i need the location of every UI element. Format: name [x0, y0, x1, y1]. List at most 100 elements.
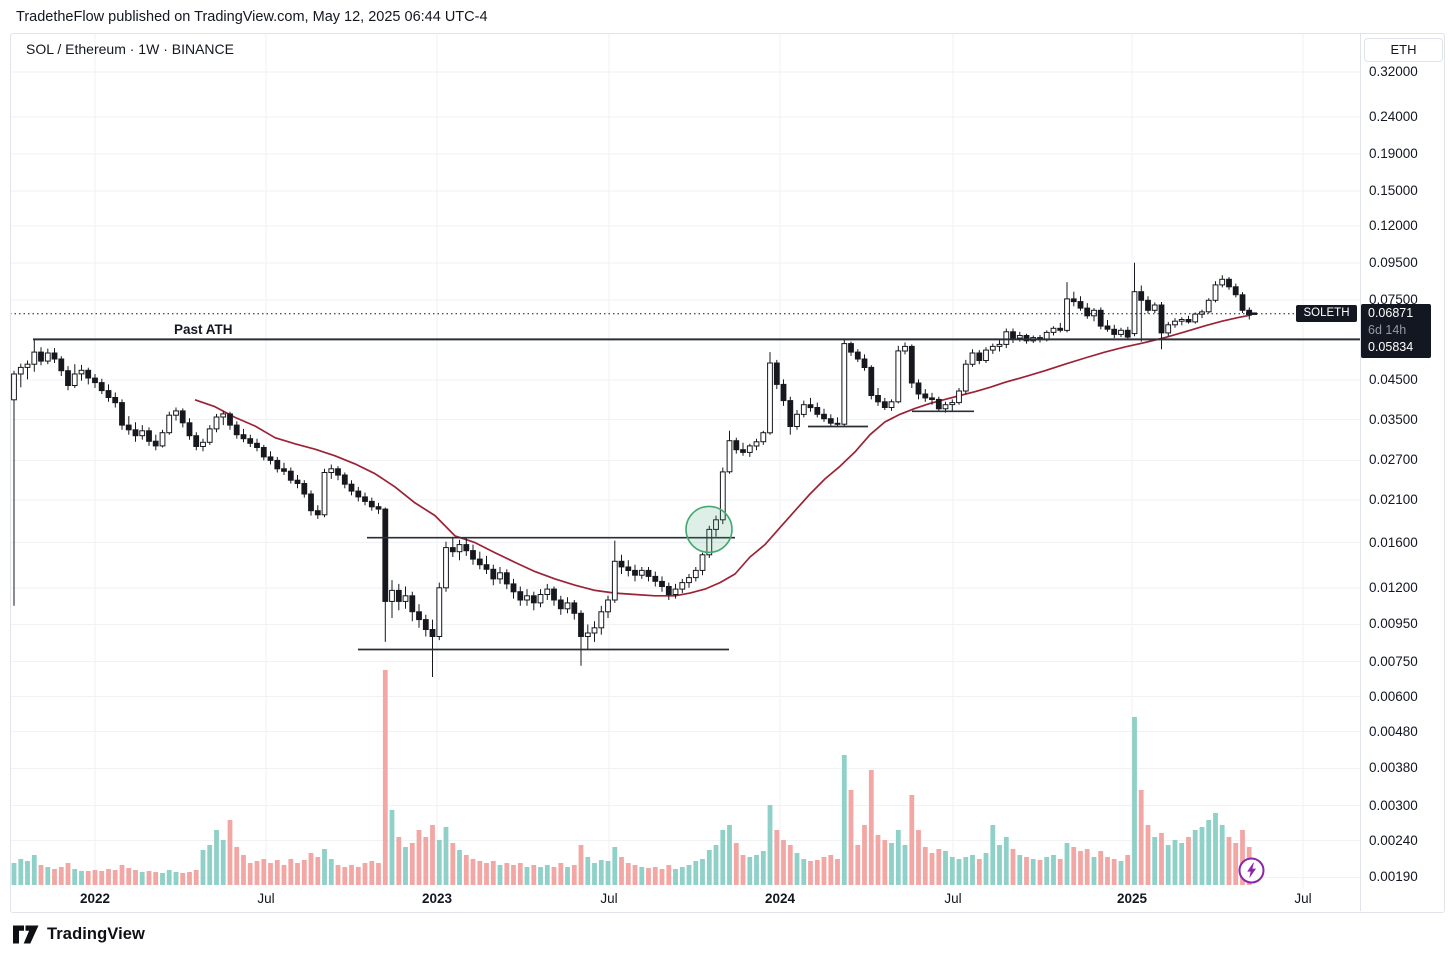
volume-bar	[727, 825, 732, 885]
candle-up	[611, 560, 618, 601]
candle-down	[92, 377, 98, 384]
volume-bar	[585, 857, 591, 885]
volume-bar	[85, 871, 91, 885]
candle-up	[726, 440, 733, 473]
candle-down	[470, 550, 476, 560]
volume-bar	[956, 859, 962, 885]
candle-up	[989, 345, 996, 351]
volume-bar	[1152, 837, 1158, 885]
volume-bar	[1226, 837, 1232, 885]
lightning-icon[interactable]	[1238, 857, 1265, 884]
candle-up	[1172, 320, 1178, 326]
volume-bar	[1192, 830, 1198, 885]
time-axis-label: 2023	[421, 891, 453, 906]
candle-down	[1084, 307, 1091, 317]
candle-up	[44, 352, 51, 362]
volume-bar	[45, 867, 51, 885]
time-axis-label: Jul	[944, 891, 962, 906]
volume-bar	[538, 867, 543, 885]
candle-down	[281, 468, 287, 472]
volume-bar	[558, 863, 564, 885]
candle-down	[780, 383, 787, 402]
candle-up	[564, 602, 571, 610]
volume-bar	[720, 830, 726, 885]
price-axis-badge-stack: 0.06871 6d 14h 0.05834	[1361, 304, 1431, 358]
price-axis-label: 0.00300	[1369, 797, 1418, 813]
candle-up	[206, 428, 213, 443]
volume-bar	[1206, 820, 1212, 885]
volume-bar	[1118, 861, 1124, 885]
time-axis-label: Jul	[257, 891, 275, 906]
candle-down	[503, 572, 510, 585]
candle-down	[922, 393, 929, 399]
candle-up	[524, 595, 530, 601]
candle-up	[31, 351, 38, 365]
volume-bar	[470, 859, 476, 885]
candle-down	[1138, 291, 1145, 301]
volume-bar	[693, 861, 699, 885]
candle-down	[483, 564, 490, 570]
volume-bar	[889, 843, 894, 885]
currency-unit-button[interactable]: ETH	[1364, 38, 1443, 62]
candle-down	[58, 358, 65, 372]
candle-down	[1023, 335, 1030, 342]
candle-up	[1050, 327, 1057, 333]
candle-down	[1111, 328, 1118, 335]
volume-bar	[571, 865, 577, 885]
candle-up	[443, 547, 449, 589]
volume-bar	[747, 857, 753, 885]
volume-bar	[220, 840, 226, 885]
volume-bar	[1219, 825, 1225, 885]
brand-text: TradingView	[47, 925, 145, 943]
volume-bar	[214, 830, 219, 885]
candle-down	[314, 510, 321, 516]
time-axis[interactable]: 2022 Jul 2023 Jul 2024 Jul 2025 Jul	[10, 888, 1360, 912]
symbol-title: SOL / Ethereum · 1W · BINANCE	[26, 41, 234, 57]
volume-bar	[963, 857, 969, 885]
candle-down	[787, 400, 794, 428]
ath-level-price-badge: 0.05834	[1368, 340, 1414, 354]
candle-down	[409, 595, 416, 613]
volume-bar	[787, 845, 793, 885]
volume-bar	[544, 865, 550, 885]
candle-down	[98, 382, 105, 392]
volume-bar	[234, 847, 240, 885]
candle-down	[1239, 294, 1246, 311]
volume-bar	[632, 865, 638, 885]
volume-bar	[268, 863, 273, 885]
volume-bar	[119, 865, 125, 885]
candle-down	[152, 440, 159, 447]
volume-bar	[241, 855, 246, 885]
candle-up	[746, 445, 753, 453]
volume-bar	[652, 867, 658, 885]
candle-down	[652, 575, 659, 582]
candle-down	[625, 566, 632, 571]
candle-up	[24, 363, 31, 368]
volume-bar	[139, 872, 145, 885]
price-axis-label: 0.00190	[1369, 869, 1418, 885]
volume-bar	[274, 860, 280, 885]
candle-down	[1057, 327, 1064, 331]
candle-up	[166, 414, 173, 434]
price-axis[interactable]: 0.32000 0.24000 0.19000 0.15000 0.12000 0.095…	[1361, 33, 1455, 888]
volume-bar	[909, 795, 915, 885]
breakout-circle-annotation[interactable]	[685, 505, 733, 554]
price-axis-label: 0.07500	[1369, 291, 1418, 307]
candle-down	[881, 401, 888, 408]
candle-down	[395, 589, 402, 602]
candle-down	[125, 424, 132, 431]
volume-bar	[457, 850, 462, 885]
candle-down	[260, 447, 267, 458]
price-axis-label: 0.03500	[1369, 411, 1418, 427]
candle-up	[159, 432, 166, 447]
volume-bar	[1213, 813, 1218, 885]
candle-down	[51, 352, 58, 360]
volume-bar	[1010, 849, 1016, 885]
volume-bar	[902, 845, 908, 885]
volume-bar	[531, 865, 537, 885]
candle-down	[1226, 278, 1232, 288]
volume-bar	[423, 837, 429, 885]
volume-bar	[517, 863, 523, 885]
candle-up	[1212, 284, 1219, 301]
